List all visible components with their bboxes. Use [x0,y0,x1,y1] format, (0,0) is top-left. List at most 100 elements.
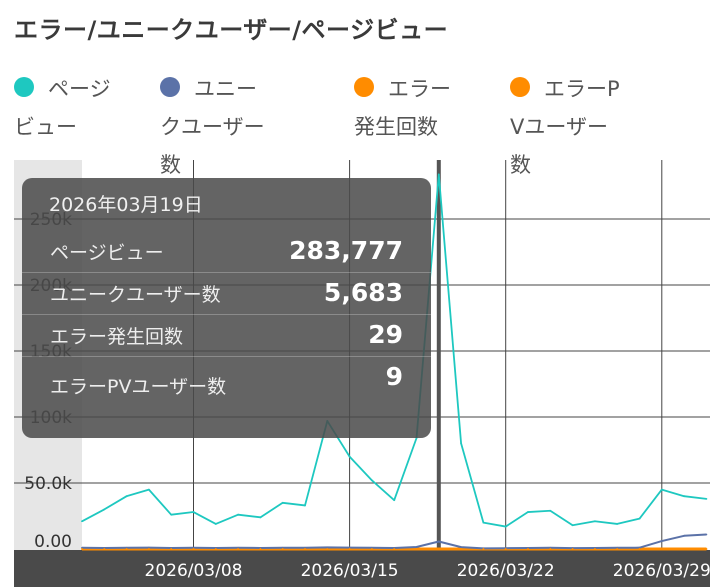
data-point [170,513,173,516]
data-point [527,511,529,513]
data-point [81,520,83,523]
legend-label: エラーPVユーザー数 [510,77,620,177]
series-line [81,533,707,550]
data-point [660,540,663,542]
data-point [549,509,552,512]
data-point [638,546,641,549]
data-point [504,525,507,528]
data-point [103,508,106,511]
chart-legend: ページビュー ユニークユーザー数 エラー発生回数 エラーPVユーザー数 [14,70,704,177]
data-point [437,540,440,543]
legend-item-errors[interactable]: エラー発生回数 [354,70,464,146]
data-point [527,548,529,550]
data-point [326,546,329,549]
tooltip-value: 5,683 [323,278,403,307]
tooltip-label: ページビュー [50,242,164,264]
data-point [616,523,619,525]
data-point [594,548,596,550]
data-point [348,455,351,458]
data-point [460,546,462,549]
data-point [683,534,685,537]
tooltip-value: 9 [385,362,403,391]
legend-label: ページビュー [14,77,111,139]
y-tick-label: 0.00 [34,532,72,552]
tooltip-label: エラー発生回数 [50,326,184,348]
data-point [214,523,217,525]
x-tick-label: 2026/03/22 [457,561,555,581]
data-point [460,442,462,445]
data-point [259,516,262,519]
data-point [683,495,685,498]
data-point [638,548,641,550]
data-point [504,548,507,550]
data-point [594,520,596,523]
x-axis-bar [14,550,710,587]
x-tick-label: 2026/03/29 [613,561,710,581]
data-point [549,548,552,550]
data-point [281,501,284,504]
tooltip-row-unique-users: ユニークユーザー数 5,683 [50,278,403,307]
tooltip-divider [22,314,431,315]
legend-item-pageview[interactable]: ページビュー [14,70,124,146]
x-tick-label: 2026/03/15 [301,561,399,581]
data-point [660,488,663,491]
data-point [683,548,685,550]
legend-label: エラー発生回数 [354,77,451,139]
y-tick-label: 50.0k [24,474,72,494]
data-point [393,548,396,550]
data-point [326,548,329,550]
tooltip-divider [22,356,431,357]
legend-dot-icon [510,77,530,97]
legend-item-unique-users[interactable]: ユニークユーザー数 [160,70,270,184]
data-point [482,521,485,524]
data-point [660,548,663,550]
chart-title: エラー/ユニークユーザー/ページビュー [14,16,449,44]
data-point [170,548,173,550]
data-point [148,548,150,550]
legend-dot-icon [160,77,180,97]
data-point [571,548,574,550]
data-point [705,533,708,536]
tooltip-row-pageview: ページビュー 283,777 [50,236,403,265]
data-point [482,548,485,550]
tooltip-label: エラーPVユーザー数 [50,376,227,398]
legend-dot-icon [14,77,34,97]
data-point [393,499,396,502]
tooltip-date: 2026年03月19日 [49,194,203,216]
legend-item-error-pv-users[interactable]: エラーPVユーザー数 [510,70,620,184]
data-point [371,479,373,482]
data-point [571,524,574,527]
tooltip-divider [22,272,431,273]
x-tick-label: 2026/03/08 [145,561,243,581]
data-point [192,548,195,550]
data-point [214,548,217,550]
tooltip-row-error-pv-users: エラーPVユーザー数 9 [50,362,403,410]
data-point [103,548,106,550]
data-point [437,173,440,176]
data-point [371,548,373,550]
data-point [125,495,128,498]
data-point [638,517,641,520]
data-point [281,548,284,550]
data-point [415,548,418,550]
data-point [616,548,619,550]
data-tooltip: 2026年03月19日 ページビュー 283,777 ユニークユーザー数 5,6… [22,178,431,438]
tooltip-value: 283,777 [289,236,403,265]
tooltip-label: ユニークユーザー数 [50,284,221,306]
data-point [348,546,351,549]
data-point [437,548,440,550]
data-point [415,546,418,548]
data-point [304,548,306,550]
data-point [148,488,150,491]
data-point [304,504,306,507]
tooltip-row-errors: エラー発生回数 29 [50,320,403,349]
data-point [259,548,262,550]
data-point [705,497,708,500]
legend-dot-icon [354,77,374,97]
data-point [460,548,462,550]
data-point [237,548,240,550]
data-point [81,548,83,550]
data-point [148,546,150,549]
data-point [705,548,708,550]
tooltip-value: 29 [368,320,403,349]
